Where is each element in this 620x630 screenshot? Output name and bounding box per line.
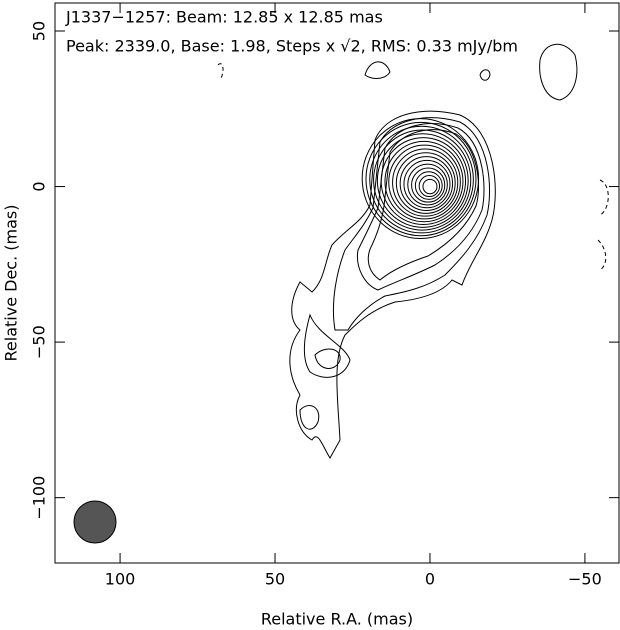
contour [384, 140, 464, 223]
x-tick-label: −50 [568, 570, 602, 589]
plot-frame [54, 2, 620, 564]
contour [418, 175, 441, 198]
contour [376, 133, 469, 228]
x-tick-label: 100 [105, 570, 136, 589]
contour [364, 61, 391, 79]
contour [414, 171, 443, 200]
chart-subtitle: Peak: 2339.0, Base: 1.98, Steps x √2, RM… [66, 37, 518, 56]
y-tick-label: 50 [30, 21, 49, 41]
contour [422, 178, 438, 195]
contour [373, 129, 472, 231]
y-tick-label: −50 [30, 325, 49, 359]
contour [361, 118, 480, 240]
chart-title: J1337−1257: Beam: 12.85 x 12.85 mas [65, 8, 383, 27]
contour [399, 156, 454, 212]
contour [411, 167, 446, 203]
contour [392, 148, 459, 217]
contour [407, 163, 448, 206]
x-axis-label: Relative R.A. (mas) [261, 610, 413, 629]
contour [365, 121, 477, 237]
y-tick-label: −100 [30, 476, 49, 520]
contour [289, 110, 496, 459]
contour [303, 313, 351, 378]
contour [380, 137, 467, 226]
contour [356, 123, 485, 291]
contours [217, 43, 609, 459]
contour [539, 43, 578, 101]
contour [367, 129, 479, 281]
x-tick-label: 0 [425, 570, 435, 589]
contour [597, 179, 609, 271]
contour [403, 159, 451, 209]
contour [299, 405, 320, 430]
contour [332, 117, 491, 331]
contour [388, 144, 461, 220]
contour [369, 125, 474, 234]
contour [479, 69, 491, 81]
y-tick-label: 0 [30, 181, 49, 191]
beam [73, 500, 117, 544]
y-axis-label: Relative Dec. (mas) [2, 205, 21, 362]
x-tick-label: 50 [265, 570, 285, 589]
contour [395, 152, 456, 214]
contour [314, 348, 341, 369]
contour [217, 63, 224, 81]
